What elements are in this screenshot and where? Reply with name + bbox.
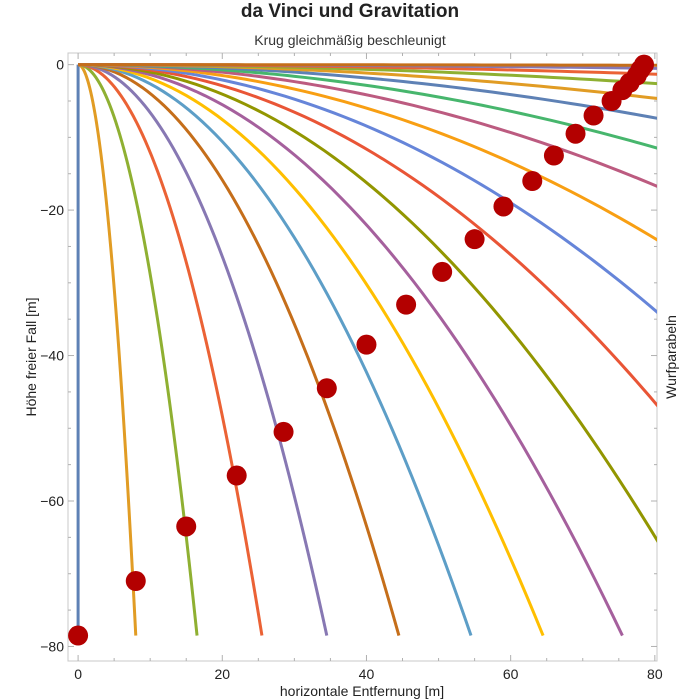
parabola-series xyxy=(76,63,657,637)
parabola-4 xyxy=(78,63,264,636)
y-axis-label: Höhe freier Fall [m] xyxy=(23,297,39,416)
parabola-8 xyxy=(78,63,545,637)
parabola-10 xyxy=(78,63,657,543)
jug-point xyxy=(316,378,337,399)
jug-point xyxy=(464,229,485,250)
jug-point xyxy=(543,145,564,166)
jug-point xyxy=(273,421,294,442)
jug-point xyxy=(356,334,377,355)
parabola-9 xyxy=(78,63,624,637)
jug-point xyxy=(396,294,417,315)
x-tick-label: 0 xyxy=(74,666,82,682)
x-axis-label: horizontale Entfernung [m] xyxy=(280,683,444,699)
x-tick-label: 40 xyxy=(359,666,375,682)
jug-point xyxy=(634,54,655,75)
jug-point xyxy=(583,105,604,126)
x-tick-label: 60 xyxy=(503,666,519,682)
parabola-6 xyxy=(78,63,401,636)
right-series-label: Wurfparabeln xyxy=(663,315,679,399)
y-tick-label: −40 xyxy=(40,348,64,364)
parabola-2 xyxy=(77,63,138,636)
jug-point xyxy=(125,571,146,591)
jug-point xyxy=(522,171,543,191)
y-tick-label: −80 xyxy=(40,638,64,654)
parabola-13 xyxy=(78,63,657,242)
jug-point xyxy=(432,261,453,282)
jug-point xyxy=(68,625,89,646)
parabola-11 xyxy=(78,63,657,408)
jug-points xyxy=(68,54,655,646)
y-tick-label: 0 xyxy=(56,57,64,73)
chart-subtitle: Krug gleichmäßig beschleunigt xyxy=(254,32,446,48)
x-tick-label: 80 xyxy=(647,666,663,682)
y-tick-label: −20 xyxy=(40,202,64,218)
parabola-5 xyxy=(78,63,329,636)
x-axis: 0 20 40 60 80 xyxy=(74,53,663,682)
jug-point xyxy=(493,196,514,217)
y-axis: 0 −20 −40 −60 −80 xyxy=(40,57,657,654)
chart-title: da Vinci und Gravitation xyxy=(241,1,459,22)
jug-point xyxy=(226,465,247,486)
parabola-12 xyxy=(78,63,657,314)
parabola-7 xyxy=(78,63,473,637)
plot-frame xyxy=(67,52,658,662)
jug-point xyxy=(176,516,197,537)
parabola-21 xyxy=(78,63,657,67)
parabola-3 xyxy=(77,63,199,636)
x-tick-label: 20 xyxy=(214,666,230,682)
jug-point xyxy=(565,123,586,144)
y-tick-label: −60 xyxy=(40,493,64,509)
